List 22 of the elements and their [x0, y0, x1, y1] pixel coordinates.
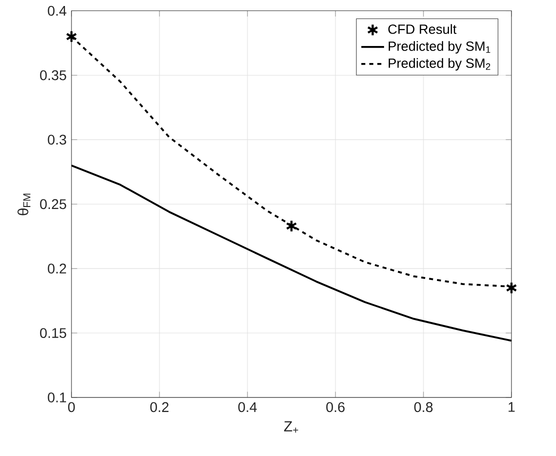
x-axis-title: Z$_{+}$ [284, 421, 298, 433]
legend-label: Predicted by SM$_{1}$ [388, 41, 490, 54]
x-tick-label: 0.2 [150, 402, 168, 412]
y-tick-label: 0.35 [40, 70, 66, 80]
legend-label: CFD Result [388, 24, 456, 34]
x-tick-label: 1 [508, 402, 515, 412]
y-tick-label: 0.25 [40, 199, 66, 210]
y-axis-title: θ$_{FM}$ [18, 194, 30, 216]
point [66, 30, 78, 43]
x-tick-label: 0.6 [326, 402, 345, 412]
y-tick-label: 0.4 [48, 6, 66, 16]
y-tick-label: 0.3 [48, 134, 66, 145]
x-tick-label: 0.4 [238, 402, 257, 412]
point [286, 220, 298, 232]
y-tick-label: 0.1 [48, 392, 66, 402]
y-tick-label: 0.15 [40, 328, 66, 338]
x-tick-label: 0 [68, 402, 75, 412]
y-tick-label: 0.2 [48, 264, 66, 274]
point [506, 282, 518, 294]
x-tick-label: 0.8 [414, 402, 433, 412]
legend-label: Predicted by SM$_{2}$ [388, 58, 490, 71]
line-series [71, 164, 512, 342]
